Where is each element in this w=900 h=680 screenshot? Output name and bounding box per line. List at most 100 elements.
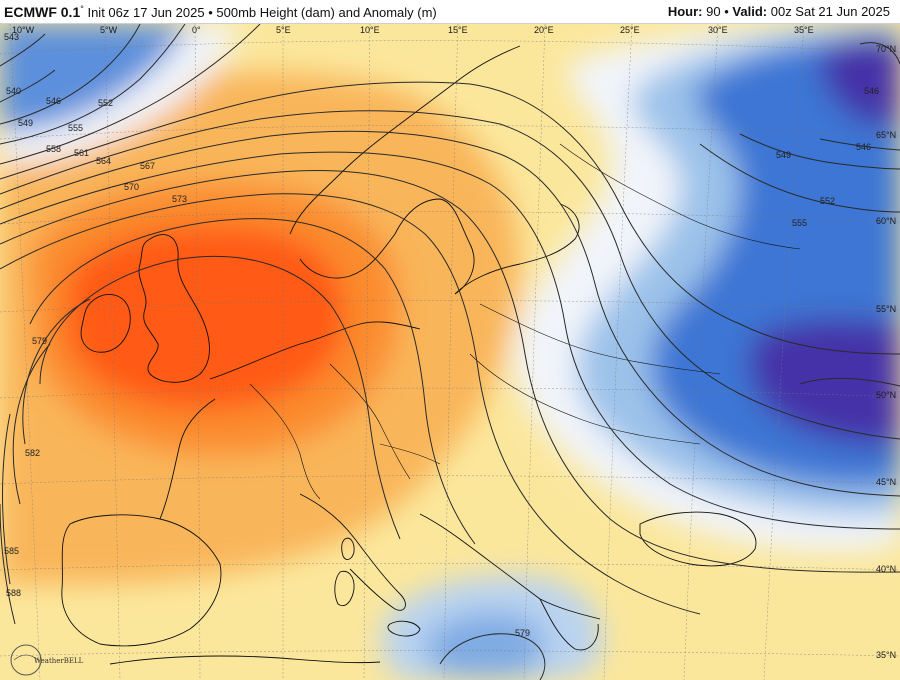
contour-546 xyxy=(0,24,141,125)
contour-549 xyxy=(0,24,186,145)
norway-coast xyxy=(289,45,521,235)
contour-567 xyxy=(0,170,900,573)
lon-label-5w: 5°W xyxy=(100,25,118,35)
contour-549-east xyxy=(739,133,900,170)
continental-coast xyxy=(209,321,421,380)
contour-label-555: 555 xyxy=(68,123,83,133)
contour-label-573: 573 xyxy=(172,194,187,204)
lon-label-30e: 30°E xyxy=(708,25,728,35)
header-separator: • xyxy=(208,5,213,20)
lat-label-35n: 35°N xyxy=(876,650,896,660)
contour-552-east xyxy=(699,143,900,213)
contour-label-558: 558 xyxy=(46,144,61,154)
contour-label-564: 564 xyxy=(96,156,111,166)
contour-579 xyxy=(22,298,546,680)
coastlines-and-borders xyxy=(61,45,801,665)
british-isles-coast xyxy=(138,234,210,383)
contour-label-561: 561 xyxy=(74,148,89,158)
contour-582 xyxy=(12,343,51,505)
contour-label-588: 588 xyxy=(6,588,21,598)
contour-label-540: 540 xyxy=(6,86,21,96)
balkans-coast xyxy=(419,513,601,620)
header-left: ECMWF 0.1° Init 06z 17 Jun 2025 • 500mb … xyxy=(4,4,437,20)
contour-label-546-east: 546 xyxy=(856,142,871,152)
anomaly-shading xyxy=(0,24,900,680)
lat-label-50n: 50°N xyxy=(876,390,896,400)
contour-561 xyxy=(0,130,900,497)
logo-circle xyxy=(10,644,42,676)
valid-label: Valid: xyxy=(732,4,768,19)
corsica-coast xyxy=(341,537,355,560)
lon-label-10e: 10°E xyxy=(360,25,380,35)
lon-label-20e: 20°E xyxy=(534,25,554,35)
contour-label-579: 579 xyxy=(32,336,47,346)
contour-label-582: 582 xyxy=(25,448,40,458)
lat-label-40n: 40°N xyxy=(876,564,896,574)
north-cold-anomaly-core xyxy=(820,35,900,126)
contour-552 xyxy=(0,24,261,165)
mediterranean-negative-core xyxy=(425,613,544,679)
contour-585 xyxy=(2,413,11,585)
north-africa-coast xyxy=(109,655,381,665)
iberia-coast xyxy=(61,514,222,647)
lat-label-70n: 70°N xyxy=(876,44,896,54)
contour-label-579-med: 579 xyxy=(515,628,530,638)
latitude-labels: 70°N 65°N 60°N 55°N 50°N 45°N 40°N 35°N xyxy=(876,44,896,660)
eastern-borders xyxy=(469,143,801,445)
lon-label-15e: 15°E xyxy=(448,25,468,35)
contour-label-567: 567 xyxy=(140,161,155,171)
contour-540 xyxy=(0,69,56,103)
black-sea-coast xyxy=(639,511,757,567)
lon-label-25e: 25°E xyxy=(620,25,640,35)
contour-570 xyxy=(0,193,701,615)
lat-label-60n: 60°N xyxy=(876,216,896,226)
contour-558 xyxy=(0,110,900,440)
contour-555 xyxy=(0,81,900,355)
contour-label-585: 585 xyxy=(4,546,19,556)
lon-label-10w: 10°W xyxy=(12,25,35,35)
contour-label-552-east: 552 xyxy=(820,196,835,206)
contour-576 xyxy=(39,256,401,540)
logo-text: WeatherBELL xyxy=(34,657,84,665)
hour-value: 90 xyxy=(706,4,721,19)
weatherbell-logo: WeatherBELL xyxy=(10,644,84,676)
scandinavia-interior xyxy=(299,198,475,295)
valid-value: 00z Sat 21 Jun 2025 xyxy=(770,4,890,19)
atlantic-neutral-band xyxy=(0,24,240,164)
contour-labels: 540 543 546 549 552 555 558 561 564 567 … xyxy=(4,32,879,638)
contour-label-549: 549 xyxy=(18,118,33,128)
lon-label-5e: 5°E xyxy=(276,25,291,35)
contour-label-555-east: 555 xyxy=(792,218,807,228)
lon-label-35e: 35°E xyxy=(794,25,814,35)
lat-label-45n: 45°N xyxy=(876,477,896,487)
sardinia-coast xyxy=(334,570,355,607)
height-contours xyxy=(0,24,900,680)
init-time: Init 06z 17 Jun 2025 xyxy=(87,5,205,20)
hour-label: Hour: xyxy=(667,4,703,19)
model-name: ECMWF 0.1 xyxy=(4,4,81,20)
longitude-labels: 10°W 5°W 0° 5°E 10°E 15°E 20°E 25°E 30°E… xyxy=(12,25,814,35)
contour-543 xyxy=(0,33,46,67)
ireland-coast xyxy=(80,294,131,353)
italy-coast xyxy=(299,493,406,611)
field-description: 500mb Height (dam) and Anomaly (m) xyxy=(216,5,437,20)
logo-arc xyxy=(13,654,39,661)
sicily-coast xyxy=(387,620,421,637)
header-separator-2: • xyxy=(724,4,729,19)
france-coast xyxy=(159,398,216,520)
lat-label-65n: 65°N xyxy=(876,130,896,140)
model-resolution-degree: ° xyxy=(80,4,84,14)
contour-label-546: 546 xyxy=(46,96,61,106)
atlantic-negative-anomaly xyxy=(0,24,190,134)
header-right: Hour: 90 • Valid: 00z Sat 21 Jun 2025 xyxy=(668,4,890,19)
contour-588 xyxy=(0,503,16,625)
contour-564 xyxy=(0,151,900,530)
strong-warm-anomaly-core xyxy=(65,226,346,410)
contour-546-east xyxy=(819,138,900,151)
contour-label-546-north: 546 xyxy=(864,86,879,96)
central-borders xyxy=(249,363,441,500)
contour-label-543: 543 xyxy=(4,32,19,42)
contour-label-549-east: 549 xyxy=(776,150,791,160)
map-header: ECMWF 0.1° Init 06z 17 Jun 2025 • 500mb … xyxy=(0,0,900,24)
lon-label-0: 0° xyxy=(192,25,201,35)
